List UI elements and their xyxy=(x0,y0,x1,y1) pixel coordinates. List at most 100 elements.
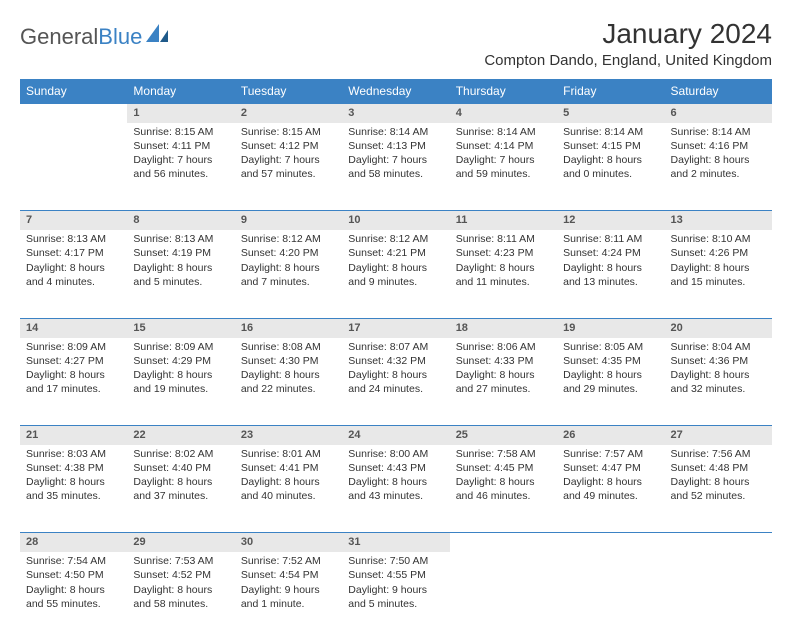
daylight-text: and 49 minutes. xyxy=(563,489,658,503)
day-info-cell: Sunrise: 8:08 AMSunset: 4:30 PMDaylight:… xyxy=(235,338,342,426)
sunrise-text: Sunrise: 8:10 AM xyxy=(671,232,766,246)
brand-part2: Blue xyxy=(98,24,142,50)
sunrise-text: Sunrise: 8:02 AM xyxy=(133,447,228,461)
day-info-cell: Sunrise: 8:04 AMSunset: 4:36 PMDaylight:… xyxy=(665,338,772,426)
daylight-text: and 1 minute. xyxy=(241,597,336,611)
day-number-cell: 7 xyxy=(20,211,127,230)
sunrise-text: Sunrise: 8:15 AM xyxy=(241,125,336,139)
day-number-cell: 21 xyxy=(20,426,127,445)
day-info-cell xyxy=(665,552,772,640)
day-info-cell: Sunrise: 7:52 AMSunset: 4:54 PMDaylight:… xyxy=(235,552,342,640)
weekday-header: Saturday xyxy=(665,79,772,104)
day-number-cell: 16 xyxy=(235,318,342,337)
sunset-text: Sunset: 4:29 PM xyxy=(133,354,228,368)
day-info-cell: Sunrise: 8:07 AMSunset: 4:32 PMDaylight:… xyxy=(342,338,449,426)
daylight-text: and 27 minutes. xyxy=(456,382,551,396)
sunrise-text: Sunrise: 8:14 AM xyxy=(456,125,551,139)
day-info-cell: Sunrise: 7:50 AMSunset: 4:55 PMDaylight:… xyxy=(342,552,449,640)
daylight-text: and 32 minutes. xyxy=(671,382,766,396)
day-number-cell xyxy=(450,533,557,552)
day-info-row: Sunrise: 8:03 AMSunset: 4:38 PMDaylight:… xyxy=(20,445,772,533)
day-info-cell: Sunrise: 8:09 AMSunset: 4:29 PMDaylight:… xyxy=(127,338,234,426)
daylight-text: Daylight: 8 hours xyxy=(348,261,443,275)
day-info-cell: Sunrise: 8:13 AMSunset: 4:19 PMDaylight:… xyxy=(127,230,234,318)
sunset-text: Sunset: 4:54 PM xyxy=(241,568,336,582)
daylight-text: and 0 minutes. xyxy=(563,167,658,181)
brand-part1: General xyxy=(20,24,98,50)
daylight-text: Daylight: 8 hours xyxy=(26,475,121,489)
day-number-cell: 13 xyxy=(665,211,772,230)
sunset-text: Sunset: 4:20 PM xyxy=(241,246,336,260)
day-number-cell: 22 xyxy=(127,426,234,445)
day-number-cell: 6 xyxy=(665,104,772,123)
weekday-header: Friday xyxy=(557,79,664,104)
day-info-cell: Sunrise: 8:02 AMSunset: 4:40 PMDaylight:… xyxy=(127,445,234,533)
daylight-text: and 29 minutes. xyxy=(563,382,658,396)
daylight-text: and 59 minutes. xyxy=(456,167,551,181)
day-number-cell: 29 xyxy=(127,533,234,552)
daylight-text: and 40 minutes. xyxy=(241,489,336,503)
daylight-text: Daylight: 8 hours xyxy=(563,261,658,275)
daylight-text: Daylight: 8 hours xyxy=(26,368,121,382)
brand-logo: GeneralBlue xyxy=(20,18,172,50)
daylight-text: and 4 minutes. xyxy=(26,275,121,289)
sunset-text: Sunset: 4:32 PM xyxy=(348,354,443,368)
day-info-cell: Sunrise: 7:54 AMSunset: 4:50 PMDaylight:… xyxy=(20,552,127,640)
day-info-cell: Sunrise: 7:58 AMSunset: 4:45 PMDaylight:… xyxy=(450,445,557,533)
sunrise-text: Sunrise: 8:00 AM xyxy=(348,447,443,461)
day-number-row: 28293031 xyxy=(20,533,772,552)
daylight-text: and 7 minutes. xyxy=(241,275,336,289)
day-info-row: Sunrise: 8:09 AMSunset: 4:27 PMDaylight:… xyxy=(20,338,772,426)
weekday-header: Tuesday xyxy=(235,79,342,104)
sunrise-text: Sunrise: 8:12 AM xyxy=(241,232,336,246)
day-info-cell: Sunrise: 8:12 AMSunset: 4:20 PMDaylight:… xyxy=(235,230,342,318)
daylight-text: and 57 minutes. xyxy=(241,167,336,181)
day-number-row: 123456 xyxy=(20,104,772,123)
day-info-cell: Sunrise: 8:14 AMSunset: 4:14 PMDaylight:… xyxy=(450,123,557,211)
sunset-text: Sunset: 4:17 PM xyxy=(26,246,121,260)
sunset-text: Sunset: 4:26 PM xyxy=(671,246,766,260)
day-info-cell: Sunrise: 8:12 AMSunset: 4:21 PMDaylight:… xyxy=(342,230,449,318)
day-info-cell: Sunrise: 8:11 AMSunset: 4:23 PMDaylight:… xyxy=(450,230,557,318)
day-number-cell: 28 xyxy=(20,533,127,552)
daylight-text: Daylight: 8 hours xyxy=(348,475,443,489)
day-info-cell: Sunrise: 7:56 AMSunset: 4:48 PMDaylight:… xyxy=(665,445,772,533)
calendar-table: Sunday Monday Tuesday Wednesday Thursday… xyxy=(20,79,772,640)
sunset-text: Sunset: 4:14 PM xyxy=(456,139,551,153)
daylight-text: and 13 minutes. xyxy=(563,275,658,289)
day-number-cell: 15 xyxy=(127,318,234,337)
day-number-cell: 25 xyxy=(450,426,557,445)
daylight-text: and 22 minutes. xyxy=(241,382,336,396)
day-number-cell: 31 xyxy=(342,533,449,552)
sunset-text: Sunset: 4:41 PM xyxy=(241,461,336,475)
daylight-text: Daylight: 7 hours xyxy=(348,153,443,167)
sunrise-text: Sunrise: 8:09 AM xyxy=(133,340,228,354)
daylight-text: Daylight: 8 hours xyxy=(26,261,121,275)
day-info-row: Sunrise: 8:15 AMSunset: 4:11 PMDaylight:… xyxy=(20,123,772,211)
daylight-text: Daylight: 8 hours xyxy=(241,475,336,489)
day-number-cell: 9 xyxy=(235,211,342,230)
sunrise-text: Sunrise: 8:13 AM xyxy=(26,232,121,246)
daylight-text: and 15 minutes. xyxy=(671,275,766,289)
sunset-text: Sunset: 4:24 PM xyxy=(563,246,658,260)
day-info-cell: Sunrise: 8:03 AMSunset: 4:38 PMDaylight:… xyxy=(20,445,127,533)
day-number-cell: 14 xyxy=(20,318,127,337)
daylight-text: Daylight: 8 hours xyxy=(563,368,658,382)
sunset-text: Sunset: 4:38 PM xyxy=(26,461,121,475)
day-number-cell xyxy=(20,104,127,123)
daylight-text: and 58 minutes. xyxy=(133,597,228,611)
daylight-text: and 52 minutes. xyxy=(671,489,766,503)
daylight-text: and 58 minutes. xyxy=(348,167,443,181)
daylight-text: and 35 minutes. xyxy=(26,489,121,503)
day-info-cell: Sunrise: 8:06 AMSunset: 4:33 PMDaylight:… xyxy=(450,338,557,426)
day-number-cell: 1 xyxy=(127,104,234,123)
day-number-cell: 8 xyxy=(127,211,234,230)
header: GeneralBlue January 2024 Compton Dando, … xyxy=(20,18,772,69)
day-info-cell xyxy=(450,552,557,640)
sunset-text: Sunset: 4:33 PM xyxy=(456,354,551,368)
sunrise-text: Sunrise: 8:05 AM xyxy=(563,340,658,354)
weekday-header: Monday xyxy=(127,79,234,104)
sunrise-text: Sunrise: 8:15 AM xyxy=(133,125,228,139)
daylight-text: Daylight: 8 hours xyxy=(456,261,551,275)
daylight-text: Daylight: 8 hours xyxy=(348,368,443,382)
